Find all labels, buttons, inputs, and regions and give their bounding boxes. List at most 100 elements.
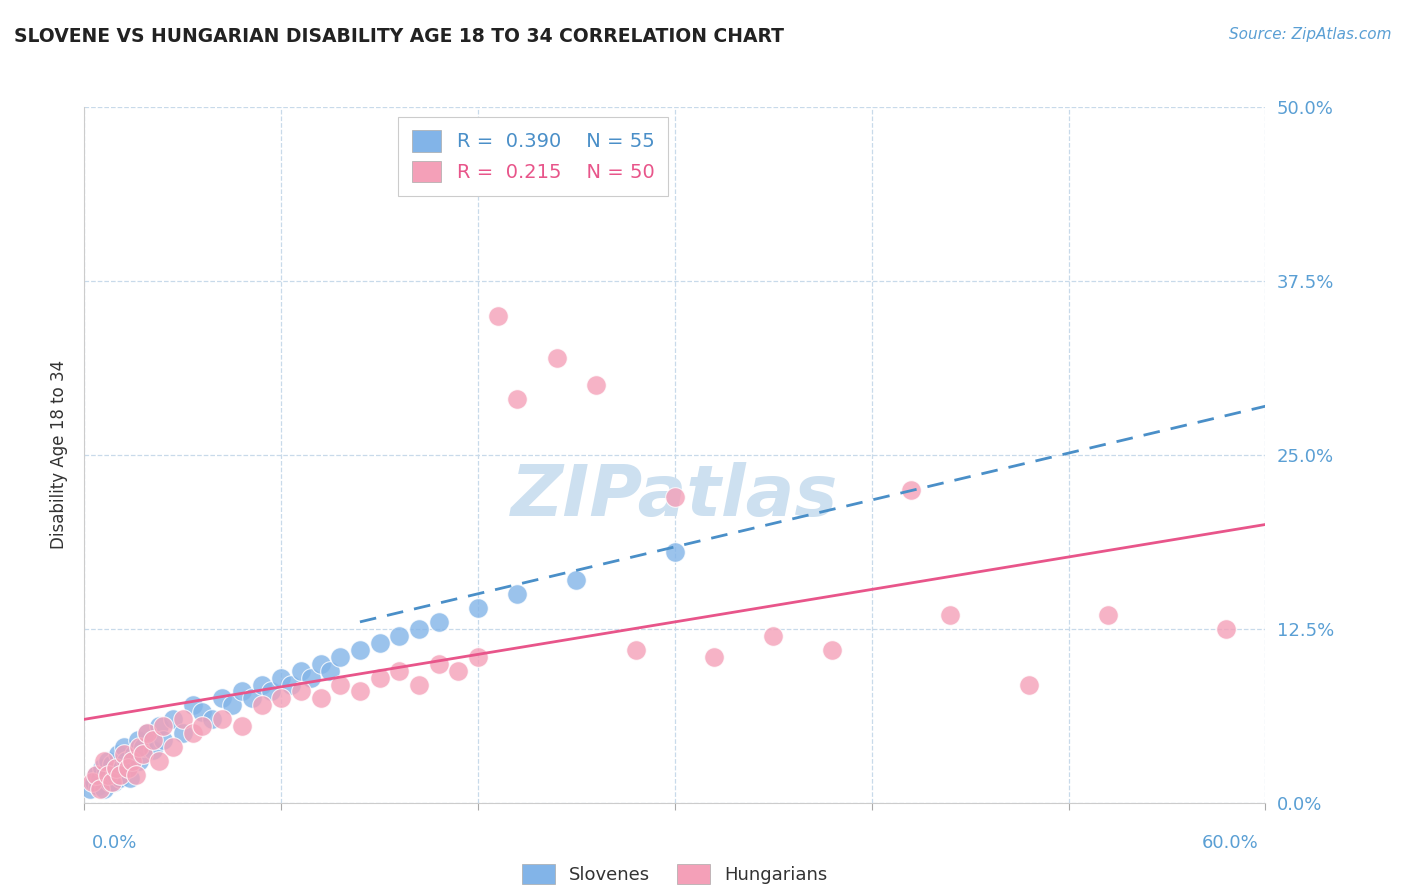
Point — [388, 629, 411, 643]
Point — [240, 691, 263, 706]
Point — [309, 691, 332, 706]
Text: 0.0%: 0.0% — [91, 834, 136, 852]
Point — [172, 726, 194, 740]
Point — [821, 642, 844, 657]
Point — [104, 768, 127, 782]
Point — [408, 677, 430, 691]
Point — [142, 733, 165, 747]
Point — [91, 761, 114, 775]
Point — [93, 781, 115, 796]
Point — [1097, 607, 1119, 622]
Point — [299, 671, 322, 685]
Point — [467, 649, 489, 664]
Text: Source: ZipAtlas.com: Source: ZipAtlas.com — [1229, 27, 1392, 42]
Point — [664, 545, 686, 559]
Point — [319, 664, 342, 678]
Point — [104, 761, 127, 775]
Point — [118, 771, 141, 785]
Point — [82, 775, 104, 789]
Legend: Slovenes, Hungarians: Slovenes, Hungarians — [515, 857, 835, 891]
Point — [280, 677, 302, 691]
Point — [117, 761, 139, 775]
Point — [546, 351, 568, 365]
Point — [84, 768, 107, 782]
Point — [132, 740, 155, 755]
Point — [211, 712, 233, 726]
Point — [124, 768, 146, 782]
Point — [250, 698, 273, 713]
Point — [132, 747, 155, 761]
Text: SLOVENE VS HUNGARIAN DISABILITY AGE 18 TO 34 CORRELATION CHART: SLOVENE VS HUNGARIAN DISABILITY AGE 18 T… — [14, 27, 785, 45]
Point — [89, 781, 111, 796]
Point — [231, 684, 253, 698]
Point — [447, 664, 470, 678]
Point — [427, 615, 450, 629]
Point — [103, 775, 125, 789]
Point — [112, 740, 135, 755]
Point — [93, 754, 115, 768]
Point — [329, 649, 352, 664]
Point — [260, 684, 283, 698]
Text: 60.0%: 60.0% — [1202, 834, 1258, 852]
Point — [136, 726, 159, 740]
Point — [181, 698, 204, 713]
Point — [114, 754, 136, 768]
Point — [112, 747, 135, 761]
Point — [84, 768, 107, 782]
Point — [172, 712, 194, 726]
Point — [703, 649, 725, 664]
Point — [900, 483, 922, 497]
Point — [624, 642, 647, 657]
Point — [1018, 677, 1040, 691]
Point — [122, 747, 145, 761]
Point — [108, 768, 131, 782]
Point — [270, 691, 292, 706]
Point — [201, 712, 224, 726]
Point — [128, 740, 150, 755]
Point — [98, 775, 121, 789]
Point — [762, 629, 785, 643]
Point — [565, 573, 588, 587]
Point — [142, 743, 165, 757]
Point — [585, 378, 607, 392]
Point — [108, 771, 131, 785]
Point — [148, 754, 170, 768]
Point — [290, 664, 312, 678]
Point — [270, 671, 292, 685]
Point — [664, 490, 686, 504]
Point — [83, 775, 105, 789]
Point — [87, 779, 110, 793]
Point — [506, 587, 529, 601]
Point — [349, 684, 371, 698]
Point — [349, 642, 371, 657]
Point — [101, 756, 124, 771]
Point — [408, 622, 430, 636]
Point — [148, 719, 170, 733]
Point — [94, 765, 117, 780]
Point — [368, 671, 391, 685]
Point — [290, 684, 312, 698]
Point — [79, 781, 101, 796]
Point — [136, 726, 159, 740]
Point — [486, 309, 509, 323]
Point — [250, 677, 273, 691]
Point — [162, 740, 184, 755]
Point — [221, 698, 243, 713]
Point — [388, 664, 411, 678]
Point — [152, 719, 174, 733]
Point — [128, 754, 150, 768]
Point — [427, 657, 450, 671]
Point — [101, 775, 124, 789]
Point — [309, 657, 332, 671]
Point — [939, 607, 962, 622]
Point — [111, 761, 134, 775]
Point — [329, 677, 352, 691]
Point — [152, 733, 174, 747]
Point — [368, 636, 391, 650]
Point — [467, 601, 489, 615]
Y-axis label: Disability Age 18 to 34: Disability Age 18 to 34 — [51, 360, 69, 549]
Point — [181, 726, 204, 740]
Point — [97, 754, 120, 768]
Point — [162, 712, 184, 726]
Point — [1215, 622, 1237, 636]
